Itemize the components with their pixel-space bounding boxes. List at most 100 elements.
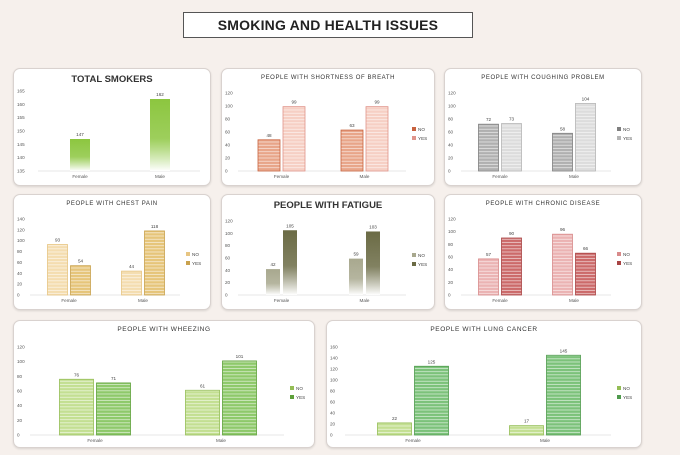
y-tick-label: 80 [225,243,231,248]
data-label: 147 [76,132,84,137]
bar-yes-female [414,365,449,436]
y-tick-label: 100 [448,104,456,109]
y-tick-label: 155 [17,115,25,120]
data-label: 125 [428,359,436,364]
y-tick-label: 0 [448,293,451,298]
y-tick-label: 145 [17,142,25,147]
data-label: 44 [129,264,135,269]
data-label: 17 [524,419,530,424]
y-tick-label: 80 [17,249,23,254]
legend-label: NO [192,252,199,257]
legend-swatch [617,386,621,390]
data-label: 71 [111,376,117,381]
y-tick-label: 60 [448,130,454,135]
y-tick-label: 60 [225,130,231,135]
y-tick-label: 80 [448,242,454,247]
x-tick-label: Female [72,174,88,179]
legend-swatch [617,127,621,131]
data-label: 72 [486,117,492,122]
x-tick-label: Male [569,298,579,303]
data-label: 57 [486,252,492,257]
data-label: 103 [369,224,377,229]
data-label: 101 [236,354,244,359]
data-label: 162 [156,92,164,97]
y-tick-label: 60 [17,260,23,265]
bar-no-female [266,269,280,295]
bar-yes-female [501,123,522,172]
wheezing-card: PEOPLE WITH WHEEZING 0 20 40 60 80 100 120 76 61 7… [13,320,315,448]
bar-yes-male [366,231,380,295]
y-tick-label: 120 [17,345,25,350]
legend-label: YES [623,136,632,141]
chart-svg: PEOPLE WITH SHORTNESS OF BREATH 0 20 40 60 80… [225,75,427,179]
y-tick-label: 40 [330,411,336,416]
data-label: 93 [55,238,61,243]
y-tick-label: 120 [448,91,456,96]
x-tick-label: Female [492,298,508,303]
chart-title: PEOPLE WITH CHRONIC DISEASE [486,201,601,207]
y-tick-label: 40 [448,143,454,148]
y-tick-label: 40 [448,267,454,272]
bar-no-female [257,139,281,172]
bar-yes-female [501,237,522,296]
total-smokers-card: TOTAL SMOKERS 135 140 145 150 155 160 165 147 162… [13,68,211,186]
legend-swatch [186,252,190,256]
coughing-problem-card: PEOPLE WITH COUGHING PROBLEM 0 20 40 60 80 100… [444,68,642,186]
data-label: 48 [266,133,272,138]
bar-no-male [509,425,544,436]
y-tick-label: 20 [448,280,454,285]
x-tick-label: Female [61,298,77,303]
bar-yes-male [222,360,257,436]
bar-total-male [150,99,170,171]
y-tick-label: 120 [225,219,233,224]
y-tick-label: 20 [225,156,231,161]
bar-total-female [70,139,90,171]
y-tick-label: 40 [17,271,23,276]
bar-no-female [59,378,94,436]
chart-svg: PEOPLE WITH COUGHING PROBLEM 0 20 40 60 80 100… [448,75,632,179]
data-label: 58 [560,126,566,131]
legend-label: YES [418,262,427,267]
y-tick-label: 140 [330,356,338,361]
legend-swatch [412,262,416,266]
y-tick-label: 100 [17,238,25,243]
bar-yes-male [575,103,596,172]
bar-no-male [552,132,573,172]
data-label: 54 [78,259,84,264]
legend-label: YES [192,261,201,266]
data-label: 66 [583,246,589,251]
y-tick-label: 135 [17,169,25,174]
y-tick-label: 0 [448,169,451,174]
y-tick-label: 150 [17,129,25,134]
data-label: 104 [582,96,590,101]
bar-no-female [377,422,412,436]
legend-swatch [617,136,621,140]
bar-yes-female [283,230,297,295]
legend-label: YES [296,395,305,400]
y-tick-label: 100 [225,231,233,236]
x-tick-label: Male [360,298,370,303]
bar-no-female [478,123,499,172]
y-tick-label: 160 [17,102,25,107]
data-label: 145 [560,348,568,353]
y-tick-label: 0 [17,293,20,298]
y-tick-label: 20 [17,282,23,287]
y-tick-label: 120 [330,367,338,372]
data-label: 61 [200,383,206,388]
chart-svg: PEOPLE WITH WHEEZING 0 20 40 60 80 100 120 76 61 7… [17,326,305,443]
chronic-disease-card: PEOPLE WITH CHRONIC DISEASE 0 20 40 60 80 100 1… [444,194,642,310]
x-tick-label: Female [274,174,290,179]
chart-title: PEOPLE WITH WHEEZING [117,326,210,333]
y-tick-label: 100 [17,359,25,364]
legend-swatch [290,386,294,390]
data-label: 59 [353,252,359,257]
legend-label: NO [623,252,630,257]
bar-yes-male [144,230,165,296]
y-tick-label: 120 [17,227,25,232]
legend-swatch [412,136,416,140]
y-tick-label: 0 [225,293,228,298]
x-tick-label: Female [405,438,421,443]
bar-no-female [478,258,499,296]
legend-swatch [412,253,416,257]
y-tick-label: 60 [17,389,23,394]
